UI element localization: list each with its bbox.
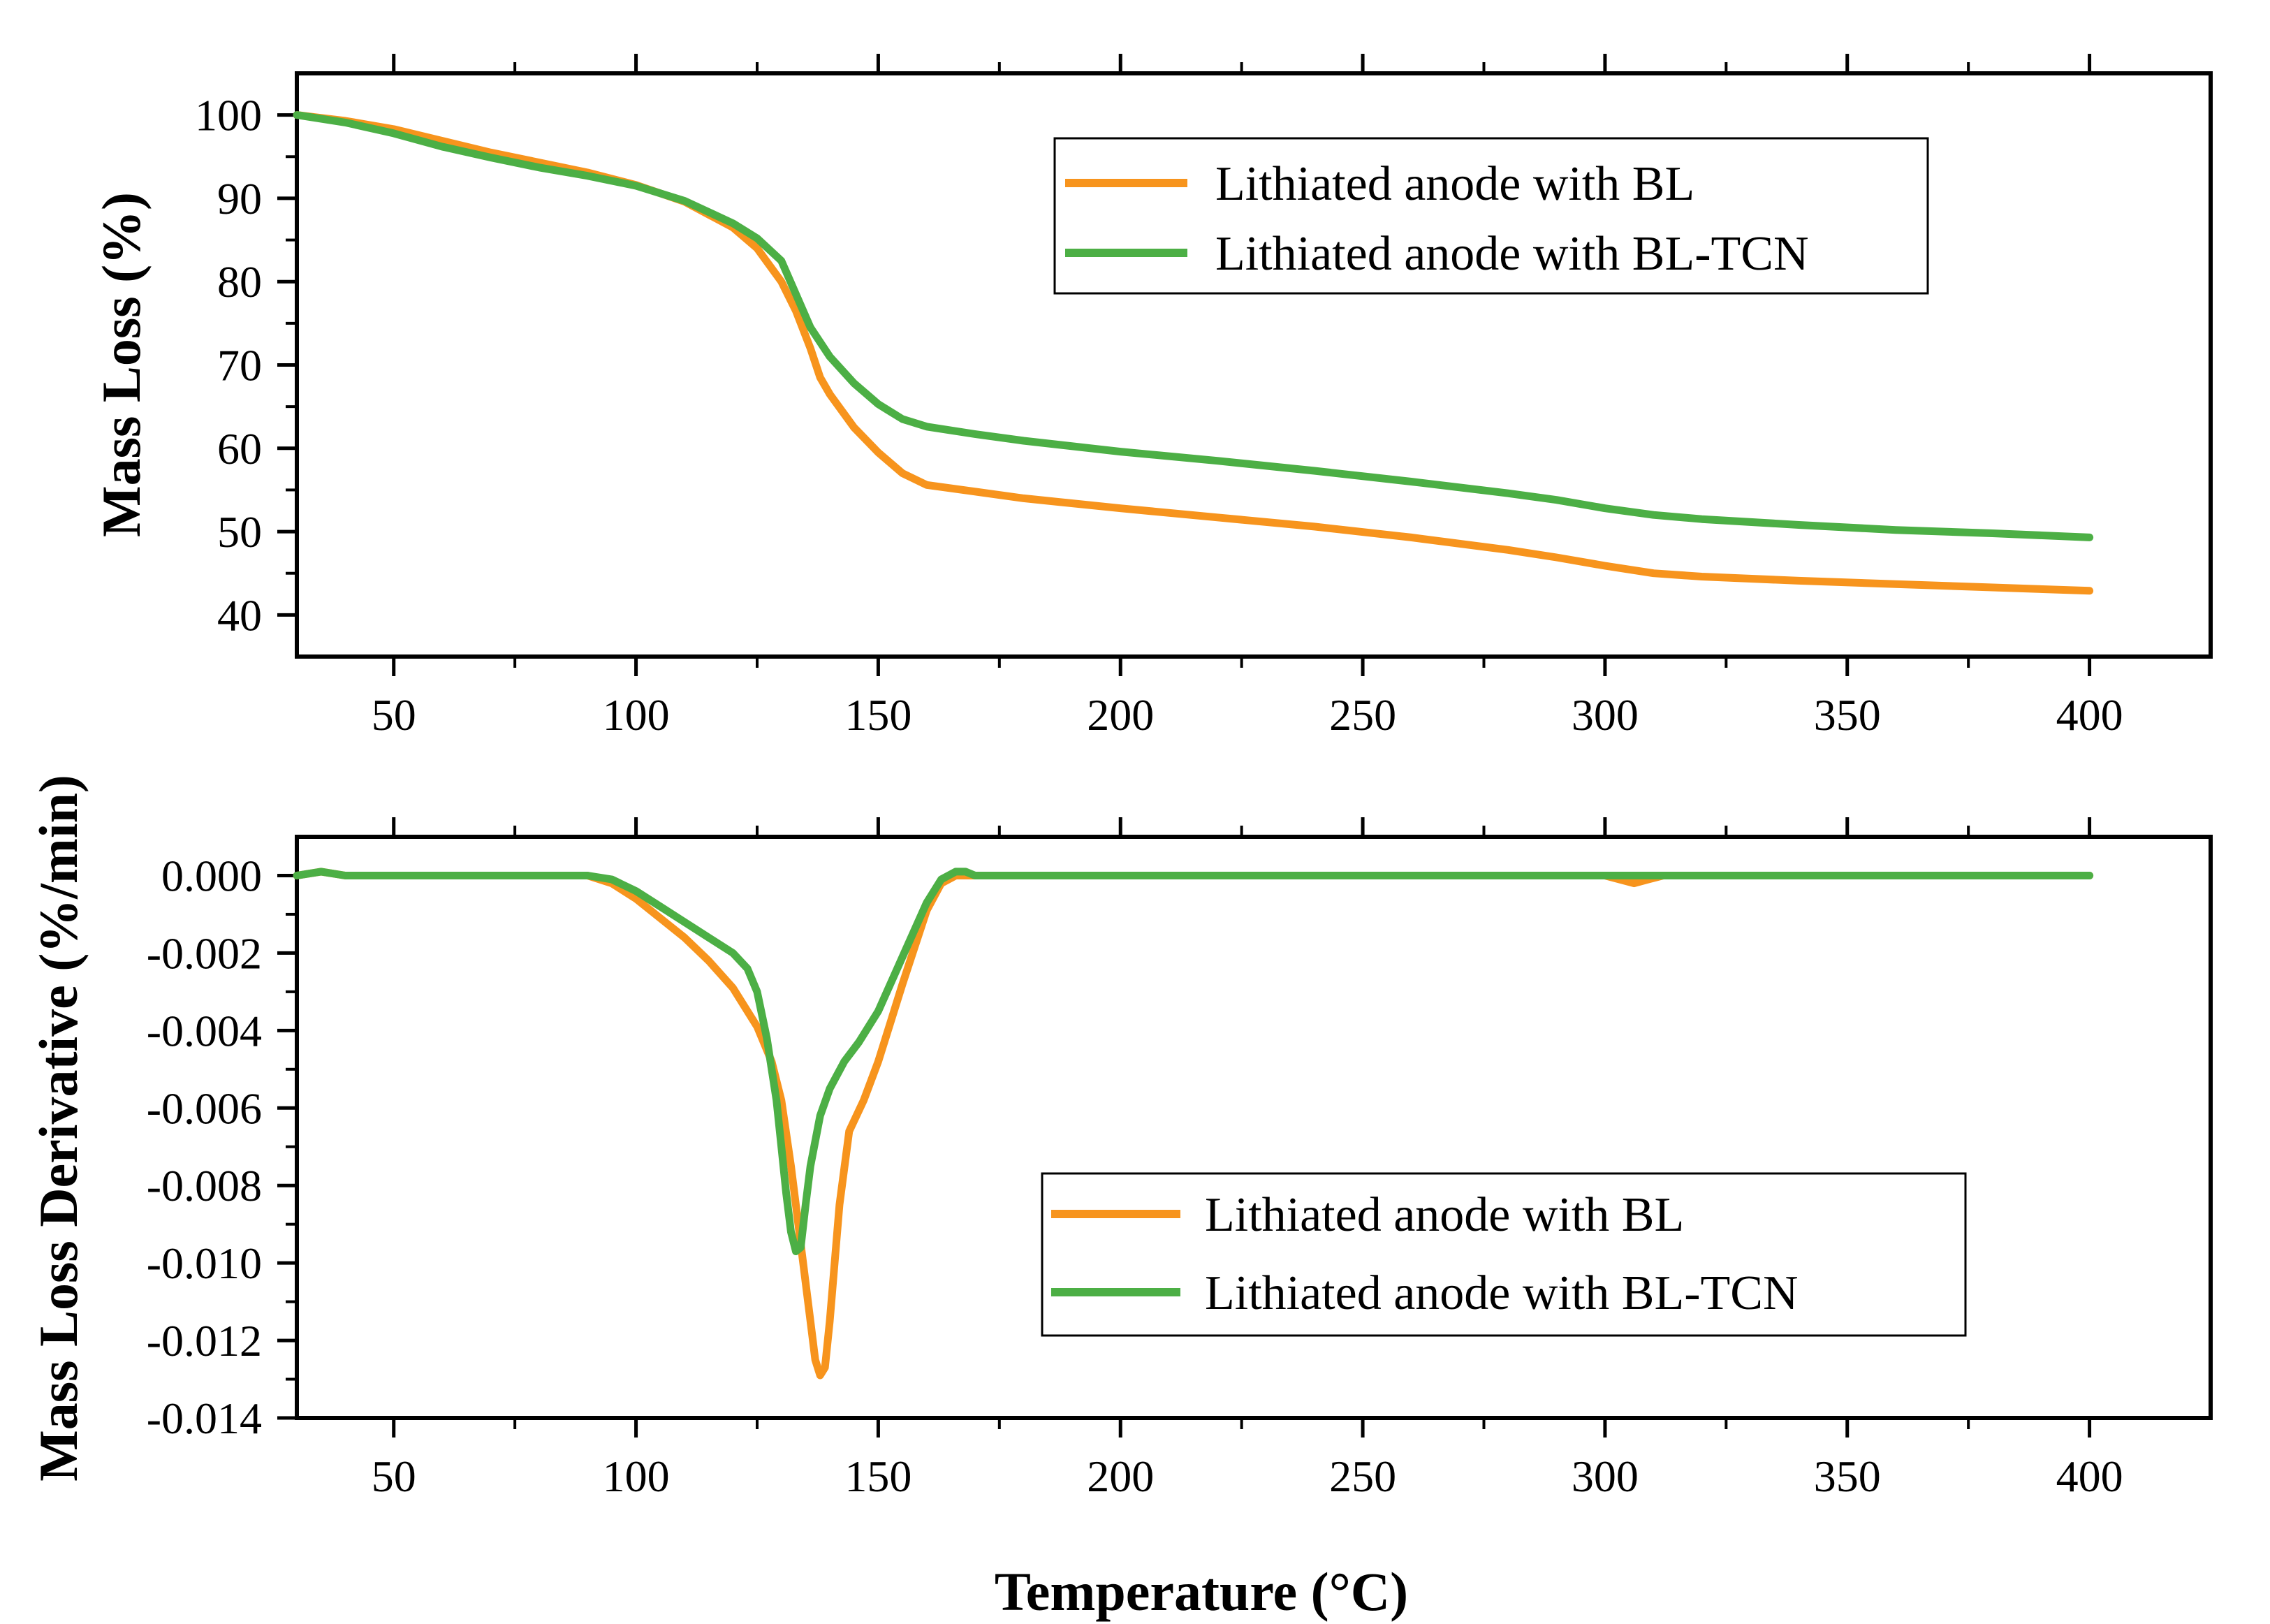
bottom-y-tick-label: -0.004 [147,1006,262,1055]
top-x-tick-label: 200 [1087,690,1154,740]
top-y-axis-title: Mass Loss (%) [91,192,152,537]
bottom-y-tick-label: -0.012 [147,1316,262,1366]
bottom-x-tick-label: 250 [1329,1451,1396,1501]
x-axis-title: Temperature (°C) [995,1561,1408,1622]
bottom-plot-frame [295,835,2213,1420]
bottom-y-axis-title: Mass Loss Derivative (%/min) [28,775,89,1482]
bottom-y-tick-label: -0.008 [147,1161,262,1210]
top-y-tick-label: 50 [217,507,262,557]
bottom-y-tick-label: -0.010 [147,1238,262,1288]
top-x-tick-label: 350 [1814,690,1881,740]
bottom-x-tick-label: 300 [1572,1451,1639,1501]
top-y-tick-label: 60 [217,424,262,474]
bottom-axis-ticks: 50 100 150 200 250 300 350 400 0.000 -0.002 -0.004… [147,817,2123,1501]
bottom-y-tick-label: -0.006 [147,1083,262,1133]
bottom-x-tick-label: 50 [372,1451,416,1501]
top-y-tick-label: 90 [217,174,262,224]
bottom-y-tick-label: -0.014 [147,1393,262,1443]
top-y-tick-label: 40 [217,590,262,640]
top-y-tick-label: 70 [217,341,262,390]
top-x-tick-label: 150 [844,690,911,740]
top-series-lines [293,111,2094,595]
top-x-tick-label: 400 [2056,690,2123,740]
bottom-y-tick-label: -0.002 [147,928,262,978]
bottom-x-tick-label: 400 [2056,1451,2123,1501]
bottom-x-tick-label: 200 [1087,1451,1154,1501]
top-x-tick-label: 100 [603,690,670,740]
top-legend-label-bl: Lithiated anode with BL [1215,157,1694,211]
bottom-y-tick-label: 0.000 [161,851,262,900]
bottom-legend: Lithiated anode with BL Lithiated anode … [1041,1172,1967,1337]
top-y-tick-label: 100 [195,91,262,140]
bottom-x-tick-label: 150 [844,1451,911,1501]
bottom-legend-label-bltcn: Lithiated anode with BL-TCN [1205,1266,1799,1320]
top-panel: 50 100 150 200 250 300 350 400 40 50 60 70 80 90 100 M… [91,54,2213,740]
top-axis-ticks: 50 100 150 200 250 300 350 400 40 50 60 70 80 90 100 [195,54,2123,740]
bottom-panel: 50 100 150 200 250 300 350 400 0.000 -0.002 -0.004… [28,775,2213,1622]
top-legend-box [1053,137,1929,295]
bottom-x-tick-label: 100 [603,1451,670,1501]
top-x-tick-label: 50 [372,690,416,740]
top-legend: Lithiated anode with BL Lithiated anode … [1053,137,1929,295]
top-legend-label-bltcn: Lithiated anode with BL-TCN [1215,227,1809,281]
bottom-legend-label-bl: Lithiated anode with BL [1205,1188,1684,1242]
bottom-x-tick-label: 350 [1814,1451,1881,1501]
top-x-tick-label: 250 [1329,690,1396,740]
bottom-legend-box [1041,1172,1967,1337]
top-x-tick-label: 300 [1572,690,1639,740]
top-y-tick-label: 80 [217,257,262,307]
bottom-series-lines [293,868,2094,1380]
top-series-line-bl-tcn [293,111,2094,541]
bottom-series-line-bl-tcn [293,868,2094,1255]
